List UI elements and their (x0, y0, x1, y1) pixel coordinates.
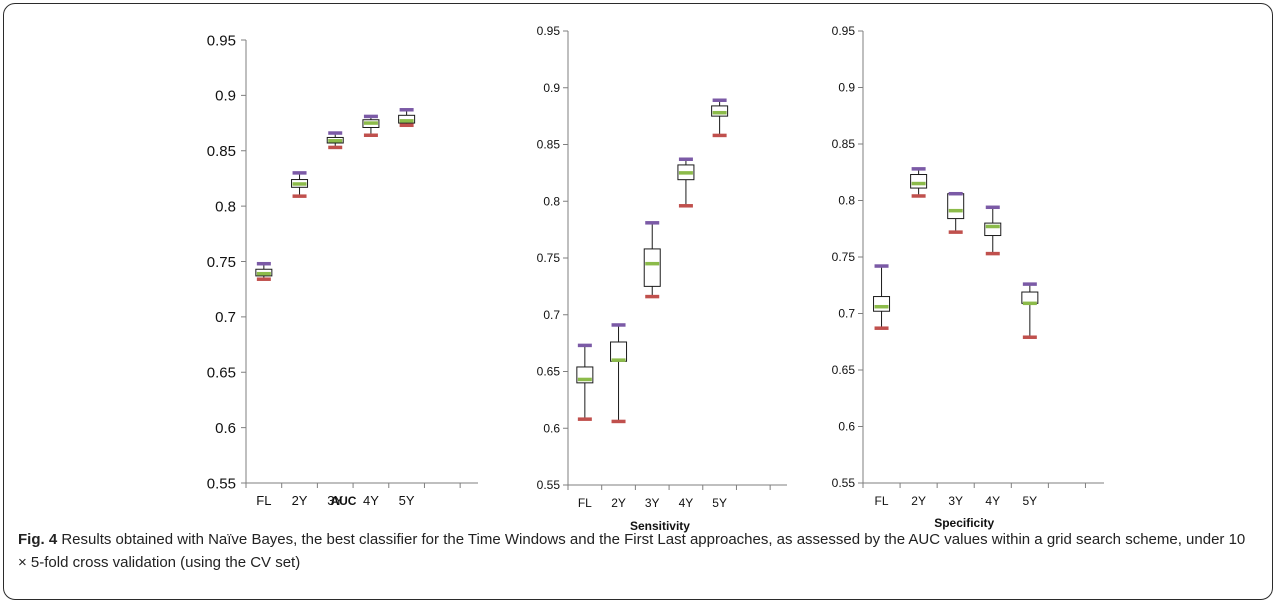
box-5Y (711, 98, 729, 138)
y-tick-label: 0.6 (838, 420, 855, 434)
box-3Y (643, 221, 661, 299)
y-tick-label: 0.7 (543, 308, 560, 322)
box-iqr (910, 174, 928, 189)
x-axis-label: AUC (330, 494, 356, 508)
y-tick-label: 0.9 (215, 88, 236, 105)
box-iqr (947, 193, 965, 220)
y-tick-label: 0.9 (543, 81, 560, 95)
x-tick-label: 4Y (363, 493, 379, 508)
y-tick-label: 0.8 (543, 194, 560, 208)
x-tick-label: 2Y (292, 493, 308, 508)
x-tick-label: 2Y (911, 494, 926, 508)
y-tick-label: 0.9 (838, 81, 855, 95)
y-tick-label: 0.6 (215, 420, 236, 437)
x-tick-label: FL (875, 494, 889, 508)
caption-text: Results obtained with Naïve Bayes, the b… (18, 531, 1246, 571)
y-tick-label: 0.6 (543, 421, 560, 435)
y-tick-label: 0.85 (537, 138, 561, 152)
y-tick-label: 0.65 (832, 363, 856, 377)
y-tick-label: 0.8 (215, 198, 236, 215)
x-tick-label: 2Y (611, 496, 626, 510)
y-tick-label: 0.75 (537, 251, 561, 265)
box-5Y (398, 108, 416, 128)
figure-caption: Fig. 4 Results obtained with Naïve Bayes… (18, 528, 1258, 574)
y-tick-label: 0.95 (832, 24, 856, 38)
x-axis-label: Specificity (934, 516, 994, 530)
x-tick-label: 3Y (327, 493, 343, 508)
x-tick-label: 4Y (679, 496, 694, 510)
figure-frame (3, 3, 1273, 600)
charts-area: 0.55 0.6 0.65 0.7 0.75 0.8 0.85 0.9 0.95 FL 2Y 3Y 4Y… (207, 24, 1104, 533)
y-tick-label: 0.75 (207, 254, 236, 271)
x-tick-label: 3Y (948, 494, 963, 508)
box-4Y (362, 114, 380, 137)
y-tick-label: 0.85 (832, 137, 856, 151)
y-tick-label: 0.55 (207, 475, 236, 492)
y-tick-label: 0.55 (832, 476, 856, 490)
y-tick-label: 0.95 (207, 32, 236, 49)
box-2Y (910, 167, 928, 198)
x-tick-label: 4Y (985, 494, 1000, 508)
x-tick-label: FL (256, 493, 271, 508)
box-2Y (610, 323, 628, 424)
box-2Y (291, 171, 309, 198)
box-FL (255, 261, 273, 281)
y-tick-label: 0.65 (537, 365, 561, 379)
box-3Y (326, 131, 344, 150)
box-4Y (677, 157, 695, 208)
chart-panel-2: 0.55 0.6 0.65 0.7 0.75 0.8 0.85 0.9 0.95 FL 2Y 3Y 4Y… (537, 24, 787, 533)
x-tick-label: 5Y (1023, 494, 1038, 508)
y-tick-label: 0.85 (207, 143, 236, 160)
box-FL (873, 264, 891, 330)
box-5Y (1021, 282, 1039, 339)
y-tick-label: 0.75 (832, 250, 856, 264)
box-4Y (984, 205, 1002, 256)
caption-fig-label: Fig. 4 (18, 531, 58, 548)
y-tick-label: 0.65 (207, 365, 236, 382)
box-iqr (643, 248, 661, 287)
x-tick-label: 5Y (712, 496, 727, 510)
box-FL (576, 343, 594, 421)
y-tick-label: 0.7 (215, 309, 236, 326)
chart-panel-1: 0.55 0.6 0.65 0.7 0.75 0.8 0.85 0.9 0.95 FL 2Y 3Y 4Y… (207, 32, 478, 508)
x-axis-label: Sensitivity (630, 519, 690, 533)
x-tick-label: 5Y (399, 493, 415, 508)
chart-panel-3: 0.55 0.6 0.65 0.7 0.75 0.8 0.85 0.9 0.95 FL 2Y 3Y 4Y… (832, 24, 1104, 530)
x-tick-label: 3Y (645, 496, 660, 510)
y-tick-label: 0.7 (838, 307, 855, 321)
box-3Y (947, 191, 965, 234)
y-tick-label: 0.8 (838, 194, 855, 208)
y-tick-label: 0.95 (537, 24, 561, 38)
box-iqr (873, 296, 891, 312)
box-iqr (610, 341, 628, 362)
x-tick-label: FL (578, 496, 592, 510)
y-tick-label: 0.55 (537, 478, 561, 492)
